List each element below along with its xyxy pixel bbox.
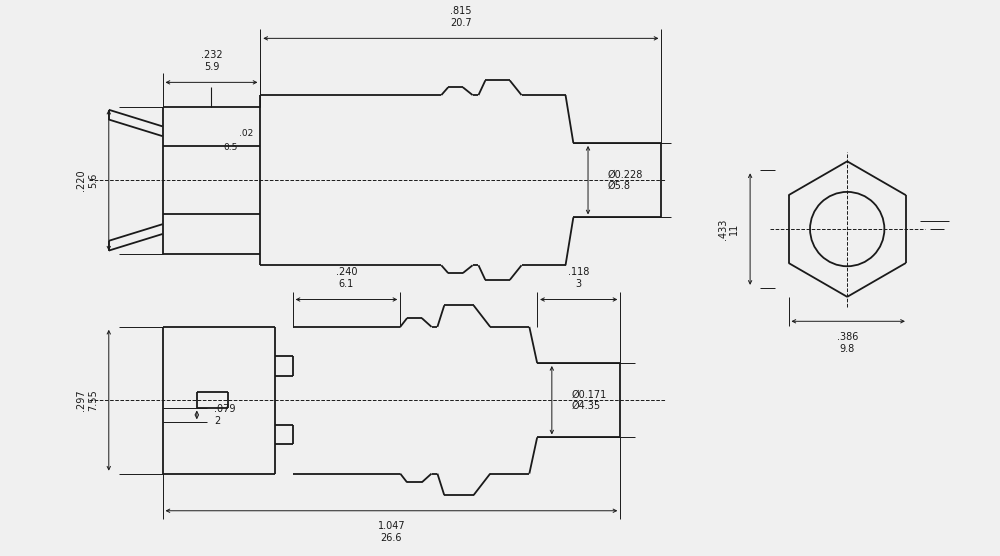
- Text: .079
2: .079 2: [214, 404, 236, 426]
- Text: .220
5.6: .220 5.6: [76, 170, 98, 191]
- Text: .02: .02: [239, 129, 253, 138]
- Text: .232
5.9: .232 5.9: [201, 50, 222, 72]
- Text: Ø0.228
Ø5.8: Ø0.228 Ø5.8: [608, 170, 643, 191]
- Text: .815
20.7: .815 20.7: [450, 6, 472, 28]
- Text: 0.5: 0.5: [224, 143, 238, 152]
- Text: Ø0.171
Ø4.35: Ø0.171 Ø4.35: [571, 389, 607, 411]
- Text: 1.047
26.6: 1.047 26.6: [378, 522, 405, 543]
- Text: .386
9.8: .386 9.8: [837, 332, 858, 354]
- Text: .297
7.55: .297 7.55: [76, 389, 98, 411]
- Text: .240
6.1: .240 6.1: [336, 267, 357, 289]
- Text: .118
3: .118 3: [568, 267, 589, 289]
- Text: .433
11: .433 11: [718, 219, 739, 240]
